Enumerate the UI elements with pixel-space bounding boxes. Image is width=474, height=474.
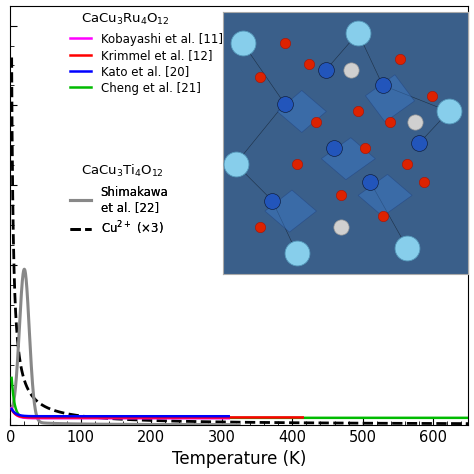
Text: CaCu$_3$Ti$_4$O$_{12}$: CaCu$_3$Ti$_4$O$_{12}$ — [81, 163, 164, 179]
Legend: Shimakawa
et al. [22], Cu$^{2+}$ ($\times$3): Shimakawa et al. [22], Cu$^{2+}$ ($\time… — [70, 186, 168, 237]
X-axis label: Temperature (K): Temperature (K) — [172, 450, 307, 468]
Text: CaCu$_3$Ru$_4$O$_{12}$: CaCu$_3$Ru$_4$O$_{12}$ — [81, 12, 170, 27]
